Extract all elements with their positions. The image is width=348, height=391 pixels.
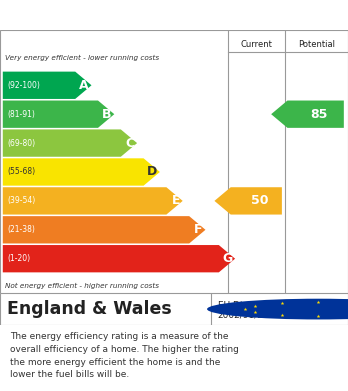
Polygon shape	[3, 72, 92, 99]
Polygon shape	[3, 129, 137, 157]
Text: B: B	[102, 108, 111, 121]
Text: The energy efficiency rating is a measure of the
overall efficiency of a home. T: The energy efficiency rating is a measur…	[10, 332, 239, 379]
Text: (69-80): (69-80)	[7, 138, 35, 147]
Text: Not energy efficient - higher running costs: Not energy efficient - higher running co…	[5, 283, 159, 289]
Text: Potential: Potential	[298, 40, 335, 49]
Text: 85: 85	[310, 108, 328, 121]
Polygon shape	[3, 216, 205, 244]
Text: G: G	[222, 252, 232, 265]
Text: (39-54): (39-54)	[7, 196, 35, 205]
Polygon shape	[271, 100, 344, 128]
Text: Very energy efficient - lower running costs: Very energy efficient - lower running co…	[5, 55, 159, 61]
Text: D: D	[147, 165, 157, 179]
Polygon shape	[214, 187, 282, 215]
Text: (21-38): (21-38)	[7, 225, 35, 234]
Text: 50: 50	[251, 194, 269, 207]
Circle shape	[207, 299, 348, 319]
Text: England & Wales: England & Wales	[7, 300, 172, 318]
Text: Current: Current	[240, 40, 272, 49]
Text: A: A	[79, 79, 89, 92]
Text: 2002/91/EC: 2002/91/EC	[218, 310, 270, 319]
Text: C: C	[125, 136, 134, 150]
Text: EU Directive: EU Directive	[218, 301, 274, 310]
Text: Energy Efficiency Rating: Energy Efficiency Rating	[9, 7, 211, 23]
Text: E: E	[172, 194, 180, 207]
Polygon shape	[3, 187, 183, 215]
Text: (1-20): (1-20)	[7, 254, 30, 263]
Text: (92-100): (92-100)	[7, 81, 40, 90]
Polygon shape	[3, 245, 235, 273]
Polygon shape	[3, 100, 114, 128]
Text: (81-91): (81-91)	[7, 110, 35, 119]
Text: (55-68): (55-68)	[7, 167, 35, 176]
Text: F: F	[194, 223, 203, 236]
Polygon shape	[3, 158, 160, 186]
